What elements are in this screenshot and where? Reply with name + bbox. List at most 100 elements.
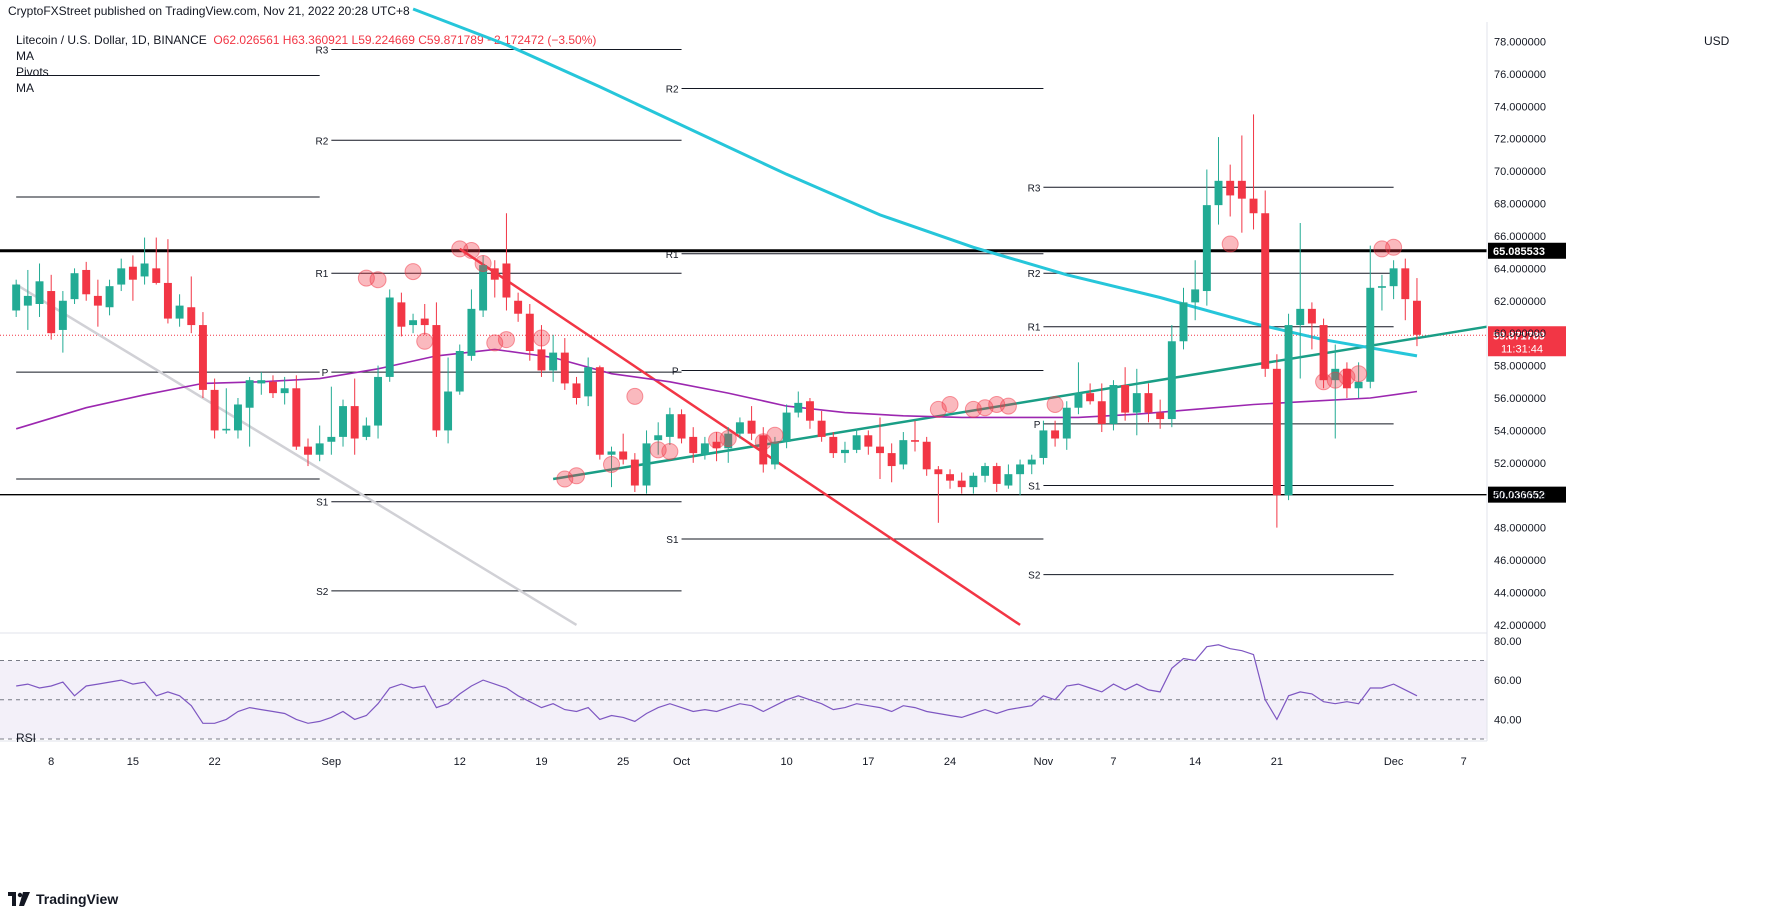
- time-tick-label: Oct: [673, 756, 690, 768]
- rsi-line: [16, 644, 1418, 724]
- candle-up: [1284, 325, 1293, 496]
- tradingview-footer[interactable]: TradingView: [8, 891, 118, 907]
- candle-down: [712, 441, 721, 449]
- candle-up: [1296, 308, 1305, 326]
- price-tick-label: 78.000000: [1494, 36, 1546, 48]
- candle-up: [1331, 368, 1340, 381]
- candle-up: [852, 435, 861, 450]
- price-tick-label: 56.000000: [1494, 393, 1546, 405]
- candle-up: [841, 449, 849, 454]
- candles: [12, 114, 1421, 528]
- candle-down: [47, 291, 56, 334]
- highlight-marker: [1385, 238, 1403, 256]
- price-tick-label: 46.000000: [1494, 555, 1546, 567]
- symbol-name[interactable]: Litecoin / U.S. Dollar, 1D, BINANCE: [16, 33, 207, 47]
- candle-down: [490, 268, 499, 280]
- price-tick-label: 72.000000: [1494, 134, 1546, 146]
- candle-up: [175, 305, 184, 319]
- time-tick-label: 25: [617, 756, 629, 768]
- key-level-price-label: 50.036652: [1493, 490, 1545, 502]
- key-level-price-tag: [1488, 242, 1566, 259]
- time-tick-label: 8: [48, 756, 54, 768]
- candle-up: [70, 273, 79, 300]
- candle-down: [1144, 393, 1153, 413]
- candle-down: [560, 352, 569, 384]
- candle-up: [327, 436, 336, 442]
- time-tick-label: 7: [1461, 756, 1467, 768]
- candle-up: [1074, 393, 1083, 408]
- highlight-marker: [766, 426, 784, 444]
- candle-up: [117, 268, 126, 285]
- pivot-label: P: [322, 368, 329, 379]
- candle-up: [549, 352, 558, 371]
- highlight-marker: [1046, 395, 1064, 413]
- candle-down: [817, 420, 826, 437]
- candle-up: [409, 320, 418, 326]
- candle-down: [1307, 308, 1316, 324]
- candle-down: [1412, 300, 1421, 335]
- candle-down: [595, 367, 604, 455]
- highlight-marker: [474, 254, 492, 272]
- candle-up: [455, 351, 464, 392]
- candle-down: [1272, 368, 1281, 496]
- candle-up: [899, 440, 908, 465]
- legend-indicator-ma1[interactable]: MA: [16, 49, 34, 63]
- time-tick-label: Nov: [1034, 756, 1054, 768]
- pivot-label: S1: [666, 535, 679, 546]
- candle-up: [735, 422, 744, 434]
- candle-down: [619, 451, 628, 460]
- candle-down: [93, 295, 102, 306]
- pivot-levels: R3 R2 R1 P S1 S2 R2 R1 P S1 R3 R2 R1 P S1 S2: [16, 46, 1394, 598]
- pivot-label: R2: [316, 136, 329, 147]
- price-tick-label: 42.000000: [1494, 620, 1546, 632]
- price-tick-label: 70.000000: [1494, 166, 1546, 178]
- publisher-header: CryptoFXStreet published on TradingView.…: [8, 4, 410, 18]
- price-tick-label: 44.000000: [1494, 587, 1546, 599]
- candle-down: [1097, 401, 1106, 424]
- rsi-title: RSI: [16, 731, 37, 745]
- time-tick-label: 22: [208, 756, 220, 768]
- candle-down: [163, 282, 172, 319]
- candle-up: [1191, 289, 1200, 303]
- rsi-pane: 40.00 60.00 80.00: [0, 636, 1522, 740]
- price-tick-label: 58.000000: [1494, 361, 1546, 373]
- candle-up: [374, 376, 383, 426]
- candle-down: [292, 388, 301, 447]
- candle-up: [233, 404, 242, 431]
- highlight-marker: [462, 242, 480, 260]
- candle-down: [1226, 180, 1235, 196]
- candle-up: [1366, 287, 1375, 382]
- highlight-marker: [719, 430, 737, 448]
- candle-down: [946, 474, 954, 481]
- candle-down: [82, 269, 91, 295]
- candle-up: [339, 406, 347, 437]
- currency-label: USD: [1704, 34, 1730, 48]
- legend-indicator-ma2[interactable]: MA: [16, 81, 34, 95]
- candle-up: [1062, 407, 1071, 439]
- rsi-tick-label: 40.00: [1494, 714, 1522, 726]
- candle-up: [222, 428, 231, 431]
- candle-down: [1261, 213, 1270, 369]
- candle-down: [210, 389, 219, 431]
- candle-up: [1354, 381, 1363, 389]
- candle-up: [1179, 302, 1188, 342]
- candle-down: [805, 401, 814, 421]
- pivot-label: S1: [1028, 482, 1041, 493]
- candle-down: [689, 436, 698, 454]
- candle-down: [537, 349, 546, 371]
- pivot-label: R3: [316, 46, 329, 57]
- candle-up: [654, 435, 663, 441]
- candle-down: [747, 420, 756, 434]
- candle-up: [1214, 180, 1223, 206]
- candle-down: [420, 318, 429, 326]
- candle-up: [315, 443, 324, 455]
- candle-up: [1377, 286, 1386, 288]
- candle-down: [911, 440, 919, 442]
- candle-down: [1086, 393, 1095, 402]
- candle-down: [1319, 325, 1328, 381]
- time-tick-label: 15: [127, 756, 139, 768]
- pivot-label: S2: [1028, 571, 1041, 582]
- highlight-marker: [603, 455, 621, 473]
